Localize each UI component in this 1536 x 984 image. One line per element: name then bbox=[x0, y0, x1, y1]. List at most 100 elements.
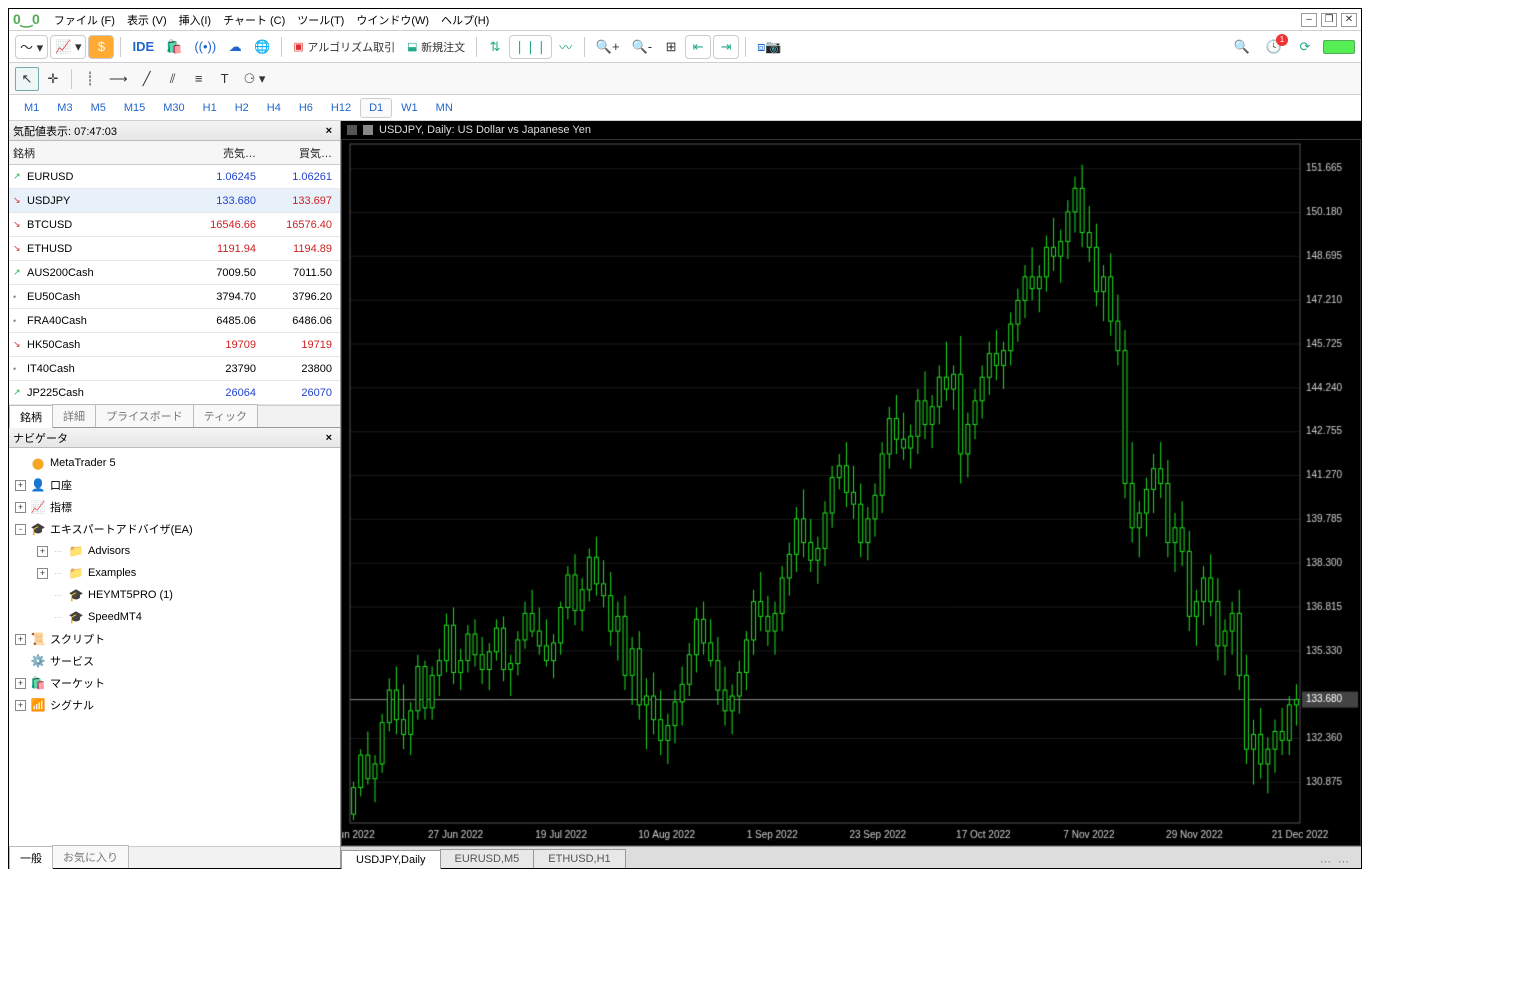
menu-item[interactable]: 表示 (V) bbox=[121, 10, 173, 30]
timeframe-H2[interactable]: H2 bbox=[226, 98, 258, 118]
tree-node[interactable]: -🎓エキスパートアドバイザ(EA) bbox=[11, 518, 338, 540]
market-watch-row[interactable]: ↘ETHUSD1191.941194.89 bbox=[9, 237, 340, 261]
sync-icon[interactable]: ⟳ bbox=[1293, 35, 1317, 59]
menu-item[interactable]: チャート (C) bbox=[217, 10, 291, 30]
fibo-icon[interactable]: ≡ bbox=[187, 67, 211, 91]
signal-icon[interactable]: ((•)) bbox=[189, 35, 221, 59]
timeframe-H12[interactable]: H12 bbox=[322, 98, 360, 118]
tree-node[interactable]: ⋯🎓HEYMT5PRO (1) bbox=[11, 584, 338, 606]
close-icon[interactable]: × bbox=[322, 125, 336, 137]
tree-node[interactable]: +⋯📁Examples bbox=[11, 562, 338, 584]
crosshair-icon[interactable]: ✛ bbox=[41, 67, 65, 91]
tree-node[interactable]: ⚙️サービス bbox=[11, 650, 338, 672]
trendline-icon[interactable]: ╱ bbox=[135, 67, 159, 91]
market-watch-row[interactable]: ↘BTCUSD16546.6616576.40 bbox=[9, 213, 340, 237]
mw-tab[interactable]: ティック bbox=[193, 404, 258, 427]
tree-toggle-icon[interactable]: - bbox=[15, 524, 26, 535]
tree-node[interactable]: +📜スクリプト bbox=[11, 628, 338, 650]
mw-tab[interactable]: 詳細 bbox=[52, 404, 96, 427]
bag-icon[interactable]: 🛍️ bbox=[161, 35, 187, 59]
zoom-in-icon[interactable]: 🔍+ bbox=[591, 35, 625, 59]
search-icon[interactable]: 🔍 bbox=[1229, 35, 1255, 59]
cursor-icon[interactable]: ↖ bbox=[15, 67, 39, 91]
new-order-button[interactable]: ⬓ 新規注文 bbox=[402, 35, 470, 59]
menu-item[interactable]: 挿入(I) bbox=[173, 10, 217, 30]
tree-node[interactable]: +⋯📁Advisors bbox=[11, 540, 338, 562]
timeframe-M30[interactable]: M30 bbox=[154, 98, 193, 118]
timeframe-H4[interactable]: H4 bbox=[258, 98, 290, 118]
notification-icon[interactable]: 🕓 bbox=[1261, 35, 1287, 59]
menu-item[interactable]: ファイル (F) bbox=[48, 10, 121, 30]
algo-trading-button[interactable]: ▣ アルゴリズム取引 bbox=[288, 35, 400, 59]
close-icon[interactable]: ✕ bbox=[1341, 13, 1357, 27]
market-watch-row[interactable]: •FRA40Cash6485.066486.06 bbox=[9, 309, 340, 333]
timeframe-M1[interactable]: M1 bbox=[15, 98, 48, 118]
tree-node[interactable]: +👤口座 bbox=[11, 474, 338, 496]
timeframe-D1[interactable]: D1 bbox=[360, 98, 392, 118]
tree-toggle-icon[interactable]: + bbox=[15, 700, 26, 711]
nav-tab[interactable]: 一般 bbox=[9, 846, 53, 869]
screenshot-icon[interactable]: ⧈📷 bbox=[752, 35, 786, 59]
mw-tab[interactable]: 銘柄 bbox=[9, 405, 53, 428]
market-watch-row[interactable]: •IT40Cash2379023800 bbox=[9, 357, 340, 381]
ide-button[interactable]: IDE bbox=[127, 35, 159, 59]
shapes-icon[interactable]: ⚆ ▾ bbox=[239, 67, 271, 91]
tree-toggle-icon[interactable]: + bbox=[37, 546, 48, 557]
shift-right-icon[interactable]: ⇥ bbox=[713, 35, 739, 59]
globe-add-icon[interactable]: 🌐 bbox=[249, 35, 275, 59]
market-watch-row[interactable]: •EU50Cash3794.703796.20 bbox=[9, 285, 340, 309]
close-icon[interactable]: × bbox=[322, 432, 336, 444]
zoom-out-icon[interactable]: 🔍- bbox=[627, 35, 658, 59]
market-watch-row[interactable]: ↗EURUSD1.062451.06261 bbox=[9, 165, 340, 189]
chart-type-icon[interactable]: 〜 ▾ bbox=[15, 35, 48, 59]
tree-node[interactable]: +📶シグナル bbox=[11, 694, 338, 716]
col-ask[interactable]: 買気… bbox=[264, 145, 340, 161]
channel-icon[interactable]: ⫽ bbox=[161, 67, 185, 91]
timeframe-W1[interactable]: W1 bbox=[392, 98, 427, 118]
col-symbol[interactable]: 銘柄 bbox=[9, 145, 188, 161]
hline-icon[interactable]: ⟶ bbox=[104, 67, 133, 91]
nav-tab[interactable]: お気に入り bbox=[52, 845, 129, 868]
tree-node[interactable]: ⋯🎓SpeedMT4 bbox=[11, 606, 338, 628]
timeframe-M5[interactable]: M5 bbox=[82, 98, 115, 118]
timeframe-M15[interactable]: M15 bbox=[115, 98, 154, 118]
shift-left-icon[interactable]: ⇤ bbox=[685, 35, 711, 59]
candles-icon[interactable]: ❘❘❘ bbox=[509, 35, 552, 59]
timeframe-H6[interactable]: H6 bbox=[290, 98, 322, 118]
tree-toggle-icon[interactable]: + bbox=[15, 634, 26, 645]
menu-item[interactable]: ヘルプ(H) bbox=[435, 10, 495, 30]
text-icon[interactable]: T bbox=[213, 67, 237, 91]
restore-icon[interactable]: ❐ bbox=[1321, 13, 1337, 27]
zigzag-icon[interactable]: 〰 bbox=[554, 35, 578, 59]
menu-item[interactable]: ツール(T) bbox=[291, 10, 350, 30]
minimize-icon[interactable]: – bbox=[1301, 13, 1317, 27]
mw-tab[interactable]: プライスボード bbox=[95, 404, 194, 427]
chart-tab[interactable]: USDJPY,Daily bbox=[341, 850, 441, 869]
tree-node[interactable]: ⬤MetaTrader 5 bbox=[11, 452, 338, 474]
tree-node[interactable]: +🛍️マーケット bbox=[11, 672, 338, 694]
grid-icon[interactable]: ⊞ bbox=[659, 35, 683, 59]
timeframe-M3[interactable]: M3 bbox=[48, 98, 81, 118]
tree-toggle-icon[interactable]: + bbox=[15, 678, 26, 689]
chart-tab[interactable]: ETHUSD,H1 bbox=[533, 849, 625, 868]
dual-arrow-icon[interactable]: ⇅ bbox=[483, 35, 507, 59]
market-watch-row[interactable]: ↗JP225Cash2606426070 bbox=[9, 381, 340, 405]
tree-toggle-icon[interactable]: + bbox=[15, 502, 26, 513]
market-watch-row[interactable]: ↗AUS200Cash7009.507011.50 bbox=[9, 261, 340, 285]
tree-toggle-icon[interactable]: + bbox=[37, 568, 48, 579]
tree-toggle-icon[interactable]: + bbox=[15, 480, 26, 491]
menu-item[interactable]: ウインドウ(W) bbox=[350, 10, 435, 30]
market-watch-row[interactable]: ↘USDJPY133.680133.697 bbox=[9, 189, 340, 213]
timeframe-H1[interactable]: H1 bbox=[194, 98, 226, 118]
cloud-icon[interactable]: ☁ bbox=[223, 35, 247, 59]
tree-node[interactable]: +📈指標 bbox=[11, 496, 338, 518]
dollar-icon[interactable]: $ bbox=[88, 35, 114, 59]
chart-canvas[interactable] bbox=[341, 139, 1361, 846]
vline-icon[interactable]: ┊ bbox=[78, 67, 102, 91]
col-bid[interactable]: 売気… bbox=[188, 145, 264, 161]
chart-tab[interactable]: EURUSD,M5 bbox=[440, 849, 535, 868]
timeframe-MN[interactable]: MN bbox=[427, 98, 462, 118]
market-watch-row[interactable]: ↘HK50Cash1970919719 bbox=[9, 333, 340, 357]
chart-tab-more[interactable]: ⋯ ⋯ bbox=[1310, 855, 1361, 868]
chart-style-icon[interactable]: 📈 ▾ bbox=[50, 35, 86, 59]
